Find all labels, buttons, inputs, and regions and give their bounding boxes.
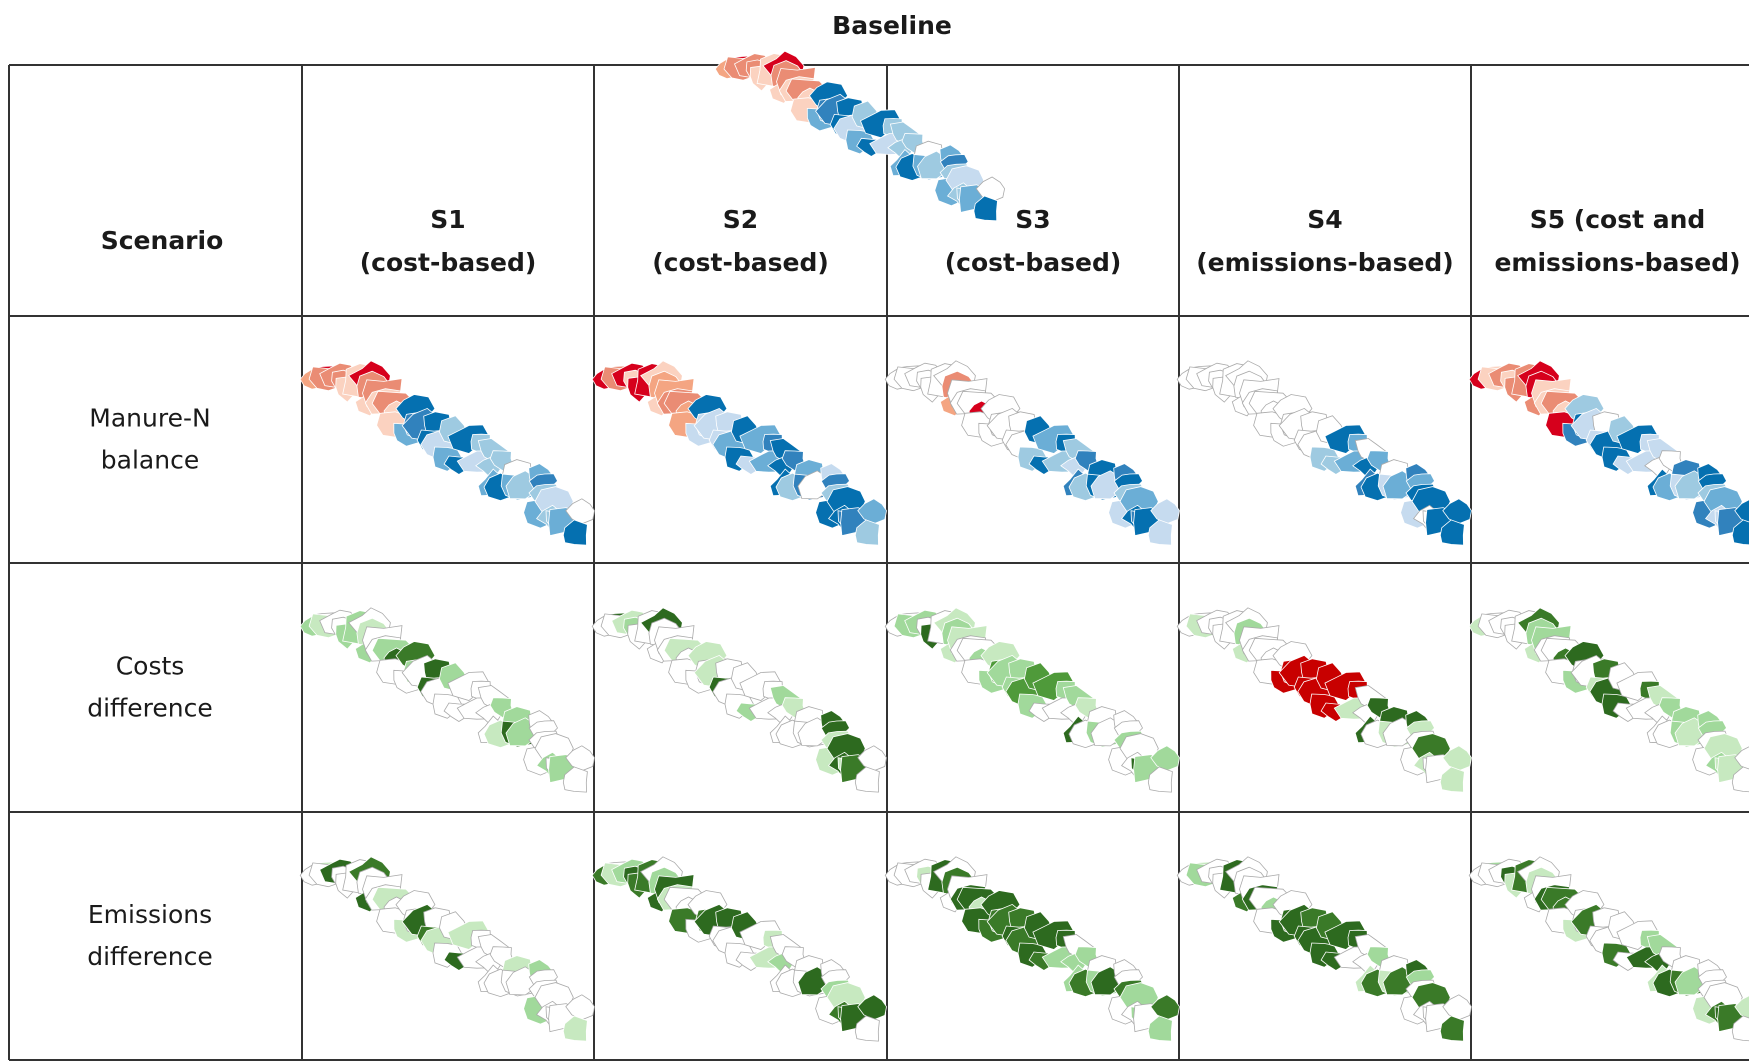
map [885,361,1179,545]
column-label: S4 [1307,205,1342,234]
map [715,51,1004,221]
map [300,361,594,545]
maps [300,51,1749,1041]
column-label: S3 [1015,205,1050,234]
labels: Scenario S1 (cost-based) S2 (cost-based) S3 (c… [87,205,1740,971]
map [885,608,1179,792]
map [592,857,886,1041]
map [1469,361,1749,545]
column-label: S5 (cost and [1530,205,1706,234]
map [1177,608,1471,792]
title: Baseline [832,11,952,40]
row-label: difference [87,942,213,971]
row-label: Manure-N [89,404,210,433]
row-label: Emissions [88,900,212,929]
map [1469,857,1749,1041]
map [1177,857,1471,1041]
row-label: Costs [116,652,185,681]
map [1177,361,1471,545]
map [885,857,1179,1041]
column-label: (cost-based) [945,248,1122,277]
column-label: S1 [430,205,465,234]
map [300,857,594,1041]
map [592,361,886,545]
column-label: (emissions-based) [1196,248,1453,277]
row-label: difference [87,694,213,723]
corner-label: Scenario [101,226,224,255]
map [300,608,594,792]
map [592,608,886,792]
column-label: (cost-based) [652,248,829,277]
figure: Baseline Scenario S1 (cost-based) S2 (cost-b… [0,0,1749,1061]
column-label: emissions-based) [1494,248,1740,277]
column-label: S2 [723,205,758,234]
map [1469,608,1749,792]
column-label: (cost-based) [360,248,537,277]
row-label: balance [101,446,199,475]
table-grid [9,65,1749,1060]
